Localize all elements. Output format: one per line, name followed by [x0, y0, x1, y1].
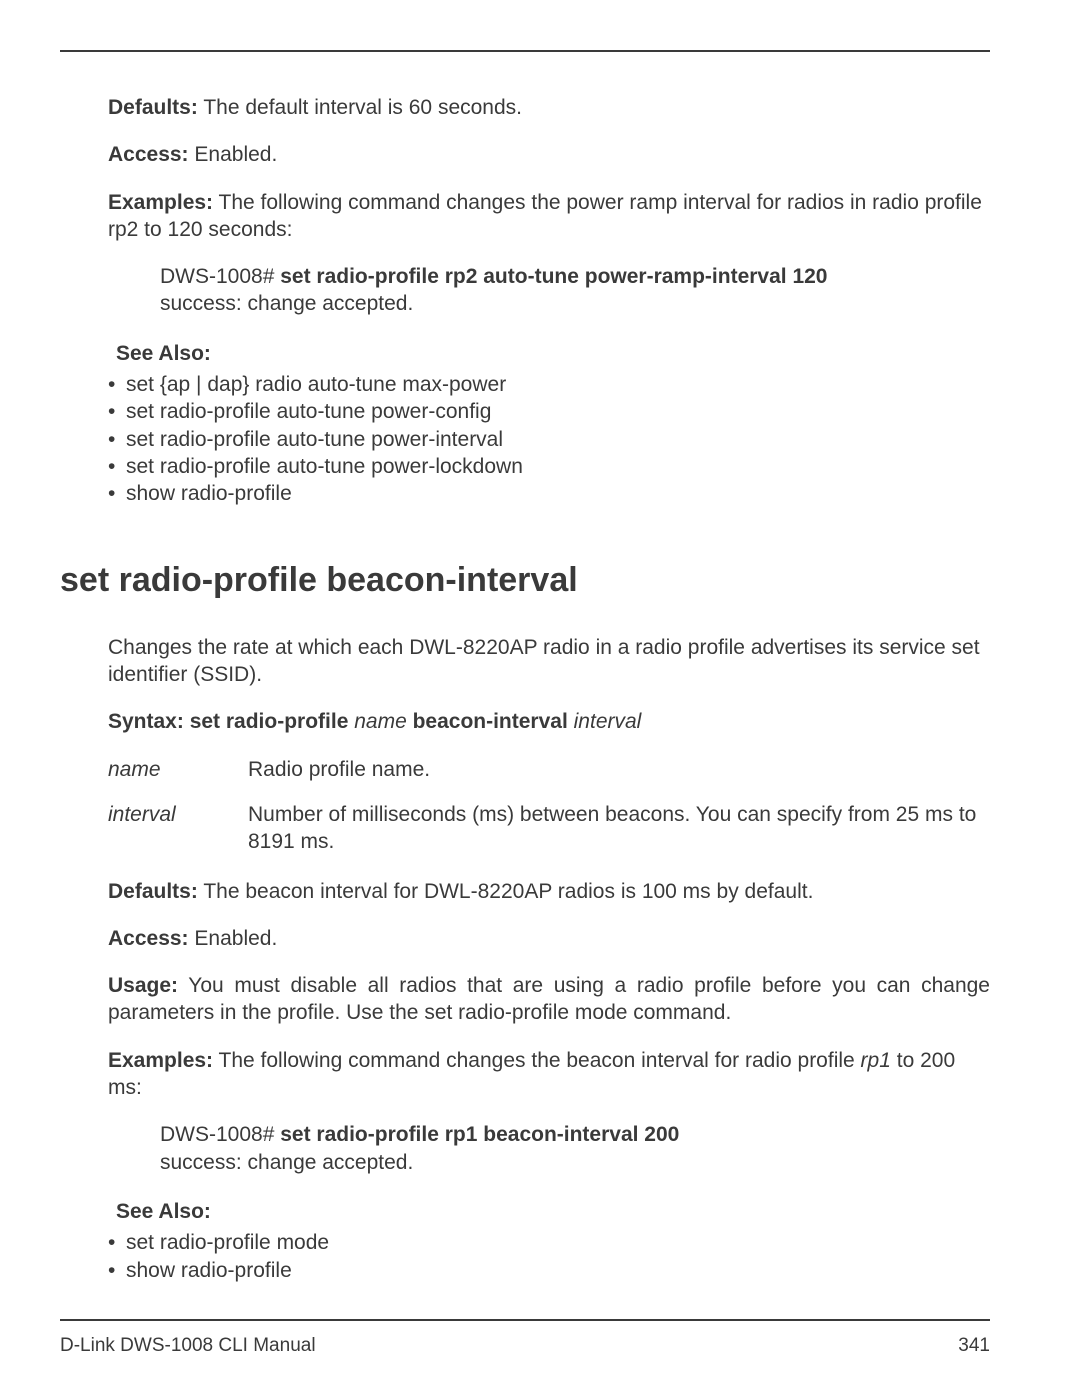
defaults-2: Defaults: The beacon interval for DWL-82…: [108, 878, 990, 905]
syntax-2-interval: interval: [574, 710, 642, 733]
footer-left: D-Link DWS-1008 CLI Manual: [60, 1335, 316, 1357]
bullet-icon: •: [108, 1257, 126, 1284]
param-name-label: name: [108, 756, 248, 783]
defaults-1: Defaults: The default interval is 60 sec…: [108, 94, 990, 121]
see-also-1-list: •set {ap | dap} radio auto-tune max-powe…: [108, 371, 990, 507]
syntax-2-label: Syntax: set radio-profile: [108, 710, 354, 733]
list-item: •set {ap | dap} radio auto-tune max-powe…: [108, 371, 990, 398]
access-2-label: Access:: [108, 927, 189, 950]
access-2: Access: Enabled.: [108, 925, 990, 952]
see-also-2-label: See Also:: [108, 1198, 990, 1225]
usage-2: Usage: You must disable all radios that …: [108, 972, 990, 1027]
param-table: name Radio profile name. interval Number…: [108, 756, 990, 856]
example-2-output: success: change accepted.: [160, 1149, 990, 1176]
example-2-block: DWS-1008# set radio-profile rp1 beacon-i…: [108, 1121, 990, 1176]
param-row-interval: interval Number of milliseconds (ms) bet…: [108, 801, 990, 856]
examples-2-rp: rp1: [861, 1049, 891, 1072]
param-name-desc: Radio profile name.: [248, 756, 990, 783]
param-interval-desc: Number of milliseconds (ms) between beac…: [248, 801, 990, 856]
example-1-block: DWS-1008# set radio-profile rp2 auto-tun…: [108, 263, 990, 318]
footer-right: 341: [958, 1335, 990, 1357]
intro-2: Changes the rate at which each DWL-8220A…: [108, 634, 990, 689]
example-2-cmd: set radio-profile rp1 beacon-interval 20…: [280, 1123, 679, 1146]
list-item: •show radio-profile: [108, 1257, 990, 1284]
example-1-output: success: change accepted.: [160, 290, 990, 317]
top-rule: [60, 50, 990, 52]
list-item: •set radio-profile mode: [108, 1229, 990, 1256]
access-1-text: Enabled.: [189, 143, 278, 166]
examples-1-label: Examples:: [108, 191, 213, 214]
bullet-icon: •: [108, 398, 126, 425]
syntax-2-name: name: [354, 710, 407, 733]
example-1-cmd: set radio-profile rp2 auto-tune power-ra…: [280, 265, 827, 288]
usage-2-text: You must disable all radios that are usi…: [108, 974, 990, 1024]
defaults-2-text: The beacon interval for DWL-8220AP radio…: [198, 880, 814, 903]
bullet-icon: •: [108, 453, 126, 480]
access-1: Access: Enabled.: [108, 141, 990, 168]
bullet-icon: •: [108, 1229, 126, 1256]
see-also-1-label: See Also:: [108, 340, 990, 367]
usage-2-label: Usage:: [108, 974, 178, 997]
list-item: •show radio-profile: [108, 480, 990, 507]
list-item: •set radio-profile auto-tune power-inter…: [108, 426, 990, 453]
example-1-prompt: DWS-1008#: [160, 265, 280, 288]
list-item: •set radio-profile auto-tune power-confi…: [108, 398, 990, 425]
defaults-1-text: The default interval is 60 seconds.: [198, 96, 522, 119]
param-row-name: name Radio profile name.: [108, 756, 990, 783]
param-interval-label: interval: [108, 801, 248, 856]
page-footer: D-Link DWS-1008 CLI Manual 341: [60, 1319, 990, 1357]
example-2-prompt: DWS-1008#: [160, 1123, 280, 1146]
syntax-2: Syntax: set radio-profile name beacon-in…: [108, 708, 990, 735]
examples-1: Examples: The following command changes …: [108, 189, 990, 244]
examples-2-label: Examples:: [108, 1049, 213, 1072]
see-also-2-list: •set radio-profile mode •show radio-prof…: [108, 1229, 990, 1284]
access-2-text: Enabled.: [189, 927, 278, 950]
examples-1-text: The following command changes the power …: [108, 191, 982, 241]
defaults-2-label: Defaults:: [108, 880, 198, 903]
bullet-icon: •: [108, 480, 126, 507]
bullet-icon: •: [108, 426, 126, 453]
syntax-2-mid: beacon-interval: [407, 710, 574, 733]
defaults-1-label: Defaults:: [108, 96, 198, 119]
bullet-icon: •: [108, 371, 126, 398]
examples-2-text-pre: The following command changes the beacon…: [213, 1049, 860, 1072]
examples-2: Examples: The following command changes …: [108, 1047, 990, 1102]
access-1-label: Access:: [108, 143, 189, 166]
section-title-beacon-interval: set radio-profile beacon-interval: [60, 558, 990, 602]
list-item: •set radio-profile auto-tune power-lockd…: [108, 453, 990, 480]
